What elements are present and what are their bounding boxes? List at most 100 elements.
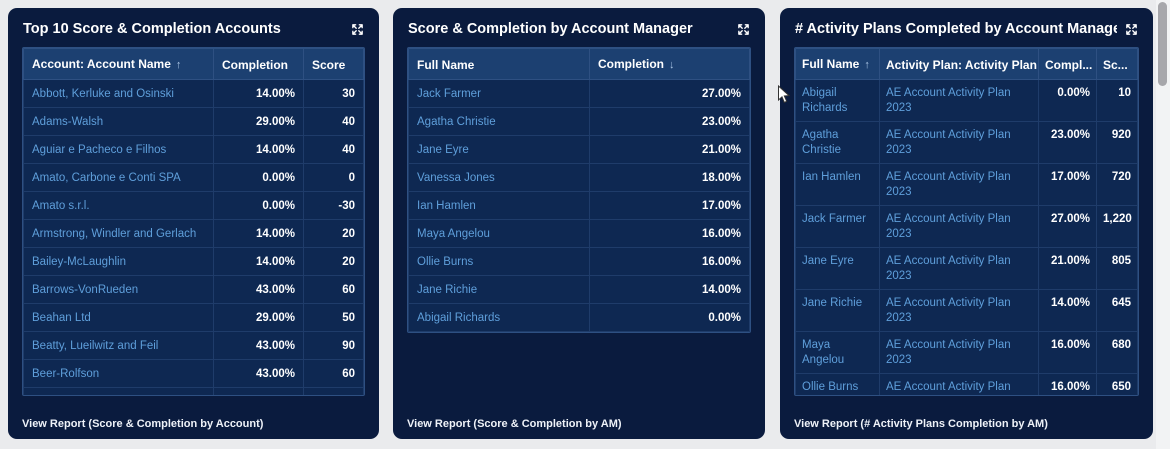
table-row: Amato s.r.l. 0.00% -30	[23, 191, 364, 220]
table-row: Amato, Carbone e Conti SPA 0.00% 0	[23, 163, 364, 192]
sort-asc-icon: ↑	[175, 59, 182, 71]
column-header-full-name[interactable]: Full Name ↑	[795, 48, 880, 80]
table-row: Beatty, Lueilwitz and Feil 43.00% 90	[23, 331, 364, 360]
activity-plan-link[interactable]: AE Account Activity Plan 2023	[886, 381, 1011, 393]
table-row: Aguiar e Pacheco e Filhos 14.00% 40	[23, 135, 364, 164]
column-header-completion[interactable]: Completion ↓	[589, 48, 750, 80]
accounts-table: Account: Account Name ↑ Completion Score …	[22, 47, 365, 396]
expand-icon[interactable]	[1125, 23, 1138, 36]
column-header-full-name[interactable]: Full Name	[408, 48, 590, 80]
widget-header: Score & Completion by Account Manager	[407, 8, 751, 47]
score-cell: 90	[303, 331, 364, 360]
manager-link[interactable]: Ollie Burns	[417, 256, 474, 268]
widget-title[interactable]: Top 10 Score & Completion Accounts	[23, 21, 281, 37]
account-link[interactable]: Bernhard and Sons	[32, 395, 205, 396]
view-report-link[interactable]: View Report (# Activity Plans Completion…	[794, 418, 1048, 430]
scrollbar-thumb[interactable]	[1158, 2, 1167, 86]
score-cell: 60	[303, 359, 364, 388]
expand-icon[interactable]	[737, 23, 750, 36]
manager-link[interactable]: Jack Farmer	[802, 213, 866, 225]
completion-cell: 23.00%	[1038, 121, 1097, 164]
manager-link[interactable]: Agatha Christie	[802, 129, 841, 156]
completion-cell: 0.00%	[213, 163, 304, 192]
manager-link[interactable]: Jack Farmer	[417, 88, 481, 100]
widget-title[interactable]: # Activity Plans Completed by Account Ma…	[795, 21, 1117, 37]
score-cell: 650	[1096, 373, 1138, 395]
completion-cell: 23.00%	[589, 107, 750, 136]
manager-link[interactable]: Jane Eyre	[802, 255, 854, 267]
table-row: Ian Hamlen 17.00%	[408, 191, 750, 220]
score-cell: 105	[303, 387, 364, 395]
column-header-account-name[interactable]: Account: Account Name ↑	[23, 48, 214, 80]
column-header-score[interactable]: Score	[303, 48, 364, 80]
score-cell: 645	[1096, 289, 1138, 332]
manager-link[interactable]: Agatha Christie	[417, 116, 496, 128]
manager-link[interactable]: Abigail Richards	[802, 87, 848, 114]
score-cell: -30	[303, 191, 364, 220]
activity-plan-link[interactable]: AE Account Activity Plan 2023	[886, 213, 1011, 240]
activity-plan-link[interactable]: AE Account Activity Plan 2023	[886, 87, 1011, 114]
column-header-score[interactable]: Sc...	[1096, 48, 1138, 80]
account-link[interactable]: Abbott, Kerluke and Osinski	[32, 88, 174, 100]
completion-cell: 16.00%	[1038, 373, 1097, 395]
completion-cell: 14.00%	[213, 247, 304, 276]
column-header-activity-plan[interactable]: Activity Plan: Activity Plan N...	[879, 48, 1039, 80]
account-link[interactable]: Beer-Rolfson	[32, 368, 100, 380]
activity-plan-link[interactable]: AE Account Activity Plan 2023	[886, 129, 1011, 156]
expand-icon[interactable]	[351, 23, 364, 36]
score-cell: 40	[303, 107, 364, 136]
manager-link[interactable]: Abigail Richards	[417, 312, 501, 324]
table-header-row: Full Name Completion ↓	[408, 48, 750, 80]
account-link[interactable]: Beatty, Lueilwitz and Feil	[32, 340, 159, 352]
score-cell: 680	[1096, 331, 1138, 374]
account-link[interactable]: Armstrong, Windler and Gerlach	[32, 228, 197, 240]
completion-cell: 43.00%	[213, 275, 304, 304]
manager-link[interactable]: Vanessa Jones	[417, 172, 495, 184]
view-report-link[interactable]: View Report (Score & Completion by AM)	[407, 418, 622, 430]
completion-cell: 14.00%	[1038, 289, 1097, 332]
widget-header: Top 10 Score & Completion Accounts	[22, 8, 365, 47]
table-row-clipped: Bernhard and Sons 71.00%105	[23, 387, 364, 396]
score-cell: 50	[303, 303, 364, 332]
view-report-link[interactable]: View Report (Score & Completion by Accou…	[22, 418, 264, 430]
activity-plan-link[interactable]: AE Account Activity Plan 2023	[886, 297, 1011, 324]
sort-asc-icon: ↑	[864, 59, 870, 71]
manager-link[interactable]: Maya Angelou	[417, 228, 490, 240]
account-link[interactable]: Adams-Walsh	[32, 116, 104, 128]
activity-plan-link[interactable]: AE Account Activity Plan 2023	[886, 171, 1011, 198]
table-row: Agatha Christie 23.00%	[408, 107, 750, 136]
widget-title[interactable]: Score & Completion by Account Manager	[408, 21, 693, 37]
account-link[interactable]: Amato s.r.l.	[32, 200, 90, 212]
manager-link[interactable]: Jane Richie	[417, 284, 478, 296]
table-row: Barrows-VonRueden 43.00% 60	[23, 275, 364, 304]
manager-link[interactable]: Jane Eyre	[417, 144, 469, 156]
manager-link[interactable]: Jane Richie	[802, 297, 863, 309]
table-row: Agatha Christie AE Account Activity Plan …	[795, 121, 1138, 164]
account-link[interactable]: Bailey-McLaughlin	[32, 256, 126, 268]
score-cell: 20	[303, 247, 364, 276]
activity-plan-link[interactable]: AE Account Activity Plan 2023	[886, 339, 1011, 366]
manager-link[interactable]: Ian Hamlen	[802, 171, 861, 183]
scrollbar-track[interactable]	[1156, 0, 1170, 449]
account-link[interactable]: Aguiar e Pacheco e Filhos	[32, 144, 167, 156]
table-row: Abigail Richards AE Account Activity Plan…	[795, 79, 1138, 122]
account-link[interactable]: Amato, Carbone e Conti SPA	[32, 172, 181, 184]
completion-cell: 21.00%	[589, 135, 750, 164]
widget-score-completion-by-am: Score & Completion by Account Manager Fu…	[393, 8, 765, 439]
table-row: Maya Angelou 16.00%	[408, 219, 750, 248]
manager-link[interactable]: Ollie Burns	[802, 381, 859, 393]
manager-link[interactable]: Ian Hamlen	[417, 200, 476, 212]
completion-cell: 14.00%	[213, 135, 304, 164]
account-link[interactable]: Barrows-VonRueden	[32, 284, 139, 296]
activity-plan-link[interactable]: AE Account Activity Plan 2023	[886, 255, 1011, 282]
table-row: Jane Richie AE Account Activity Plan 2023…	[795, 289, 1138, 332]
completion-cell: 27.00%	[1038, 205, 1097, 248]
completion-cell: 43.00%	[213, 331, 304, 360]
account-link[interactable]: Beahan Ltd	[32, 312, 91, 324]
column-header-completion[interactable]: Completion	[213, 48, 304, 80]
table-row: Jane Eyre 21.00%	[408, 135, 750, 164]
column-header-completion[interactable]: Compl...	[1038, 48, 1097, 80]
table-row: Ian Hamlen AE Account Activity Plan 2023 1…	[795, 163, 1138, 206]
manager-link[interactable]: Maya Angelou	[802, 339, 845, 366]
completion-cell: 29.00%	[213, 303, 304, 332]
